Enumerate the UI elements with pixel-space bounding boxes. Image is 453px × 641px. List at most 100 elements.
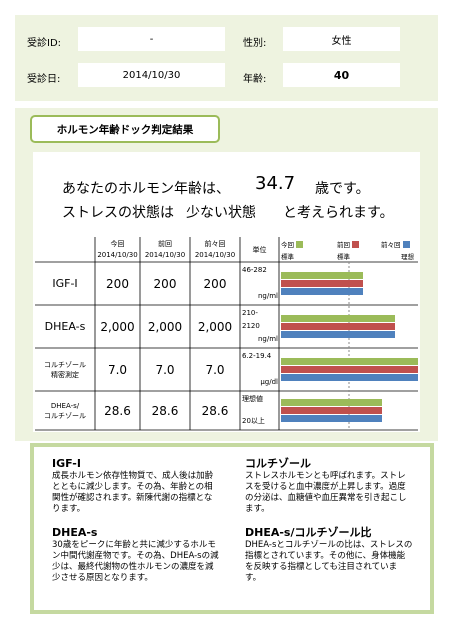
row-label-text: コルチゾール [44,411,86,420]
note: コルチゾール ストレスホルモンとも呼ばれます。ストレスを受けると血中濃度が上昇しま… [245,458,413,515]
legend-sub: 標準 [337,253,350,261]
value-cell: 7.0 [190,348,240,391]
unit-cell: 210- 2120 ng/ml [242,309,278,344]
value: 28.6 [201,403,229,418]
value: 7.0 [107,362,128,377]
bar [281,374,418,381]
note-text: 成長ホルモン依存性物質で、成人後は加齢とともに減少します。その為、年齢との相関性… [52,471,214,514]
row-label-text: DHEA-s/ [50,401,80,410]
summary-text: ストレスの状態は [62,205,174,221]
value-cell: 28.6 [95,391,140,430]
column-header: 前回 2014/10/30 [140,237,190,262]
note-title: DHEA-s [52,526,98,539]
stress-state: 少ない状態 [186,205,256,221]
note-text: 30歳をピークに年齢と共に減少するホルモン中間代謝産物です。その為、DHEA-s… [52,540,219,583]
value-cell: 200 [95,262,140,305]
column-header-text: 2014/10/30 [97,250,138,259]
legend-sub: 理想 [401,253,414,261]
legend-swatch [402,240,410,248]
value: 2,000 [147,319,183,334]
value-cell: 28.6 [140,391,190,430]
summary-text: 歳です。 [315,181,370,197]
field-value: 2014/10/30 [78,63,225,87]
legend-item: 前回 [337,239,359,249]
row-label: コルチゾール 精密測定 [35,348,95,391]
value: 200 [153,276,177,291]
value: 28.6 [151,403,179,418]
note: DHEA-s 30歳をピークに年齢と共に減少するホルモン中間代謝産物です。その為、… [52,527,220,584]
summary-text: と考えられます。 [283,205,394,221]
field-value: - [78,27,225,51]
legend-label: 前々回 [381,241,401,249]
row-label-text: IGF-I [52,277,78,290]
column-header-text: 2014/10/30 [144,250,186,259]
unit-header-text: 単位 [252,245,267,254]
note-text: DHEA-sとコルチゾールの比は、ストレスの指標とされています。その他に、身体機… [245,540,413,583]
note-text: ストレスホルモンとも呼ばれます。ストレスを受けると血中濃度が上昇します。過度の分… [245,471,407,514]
bar [281,415,382,422]
field-value: 40 [283,63,400,87]
legend-sub: 標準 [281,253,294,261]
note-title: IGF-I [52,457,81,470]
hormone-age: 34.7 [255,173,296,194]
unit-text: 理想値 [242,395,263,403]
section-tab: ホルモン年齢ドック判定結果 [30,115,220,143]
note: DHEA-s/コルチゾール比 DHEA-sとコルチゾールの比は、ストレスの指標とさ… [245,527,413,584]
field-value: 女性 [283,27,400,51]
legend-swatch [296,240,303,248]
unit-text: ng/ml [257,292,278,300]
row-label: DHEA-s [35,305,95,348]
bar [281,358,418,365]
column-header-text: 今回 [110,239,125,248]
column-header: 前々回 2014/10/30 [190,237,240,262]
column-header-text: 前々回 [204,239,226,248]
value-cell: 2,000 [140,305,190,348]
column-header-text: 2014/10/30 [194,250,236,259]
unit-text: 6.2-19.4 [242,352,272,360]
field-label: 年齢: [243,74,267,85]
value-cell: 28.6 [190,391,240,430]
legend-label: 今回 [281,241,294,249]
row-label: IGF-I [35,262,95,305]
unit-text: μg/dl [260,378,278,386]
row-label-text: コルチゾール [44,360,86,369]
value: 2,000 [197,319,233,334]
bar [281,323,395,330]
note-title: DHEA-s/コルチゾール比 [245,526,372,539]
unit-text: ng/ml [257,335,278,343]
field-label: 受診ID: [27,38,62,49]
value: 7.0 [205,362,225,377]
bar [281,331,395,338]
unit-cell: 理想値 20以上 [242,395,278,426]
value-cell: 7.0 [140,348,190,391]
notes-panel [30,443,434,614]
field-label: 受診日: [27,74,61,85]
row-label-text: DHEA-s [44,320,86,333]
unit-cell: 6.2-19.4 μg/dl [242,352,278,387]
unit-text: 20以上 [242,417,265,425]
value-cell: 2,000 [95,305,140,348]
value: 200 [203,276,227,291]
value: 2,000 [100,319,135,334]
value-cell: 7.0 [95,348,140,391]
legend-swatch [352,240,359,248]
unit-header: 単位 [240,237,279,262]
legend-label: 前回 [337,241,350,249]
value-cell: 2,000 [190,305,240,348]
unit-text: 46-282 [242,266,267,274]
column-header: 今回 2014/10/30 [95,237,140,262]
value-cell: 200 [190,262,240,305]
unit-cell: 46-282 ng/ml [242,266,278,301]
value-cell: 200 [140,262,190,305]
bar [281,399,382,406]
bar [281,407,382,414]
note: IGF-I 成長ホルモン依存性物質で、成人後は加齢とともに減少します。その為、年齢… [52,458,220,515]
unit-text: 2120 [242,322,260,330]
legend-item: 前々回 [381,239,410,249]
column-header-text: 前回 [158,239,172,248]
bar [281,315,395,322]
row-label-text: 精密測定 [51,370,79,379]
bar [281,272,363,279]
